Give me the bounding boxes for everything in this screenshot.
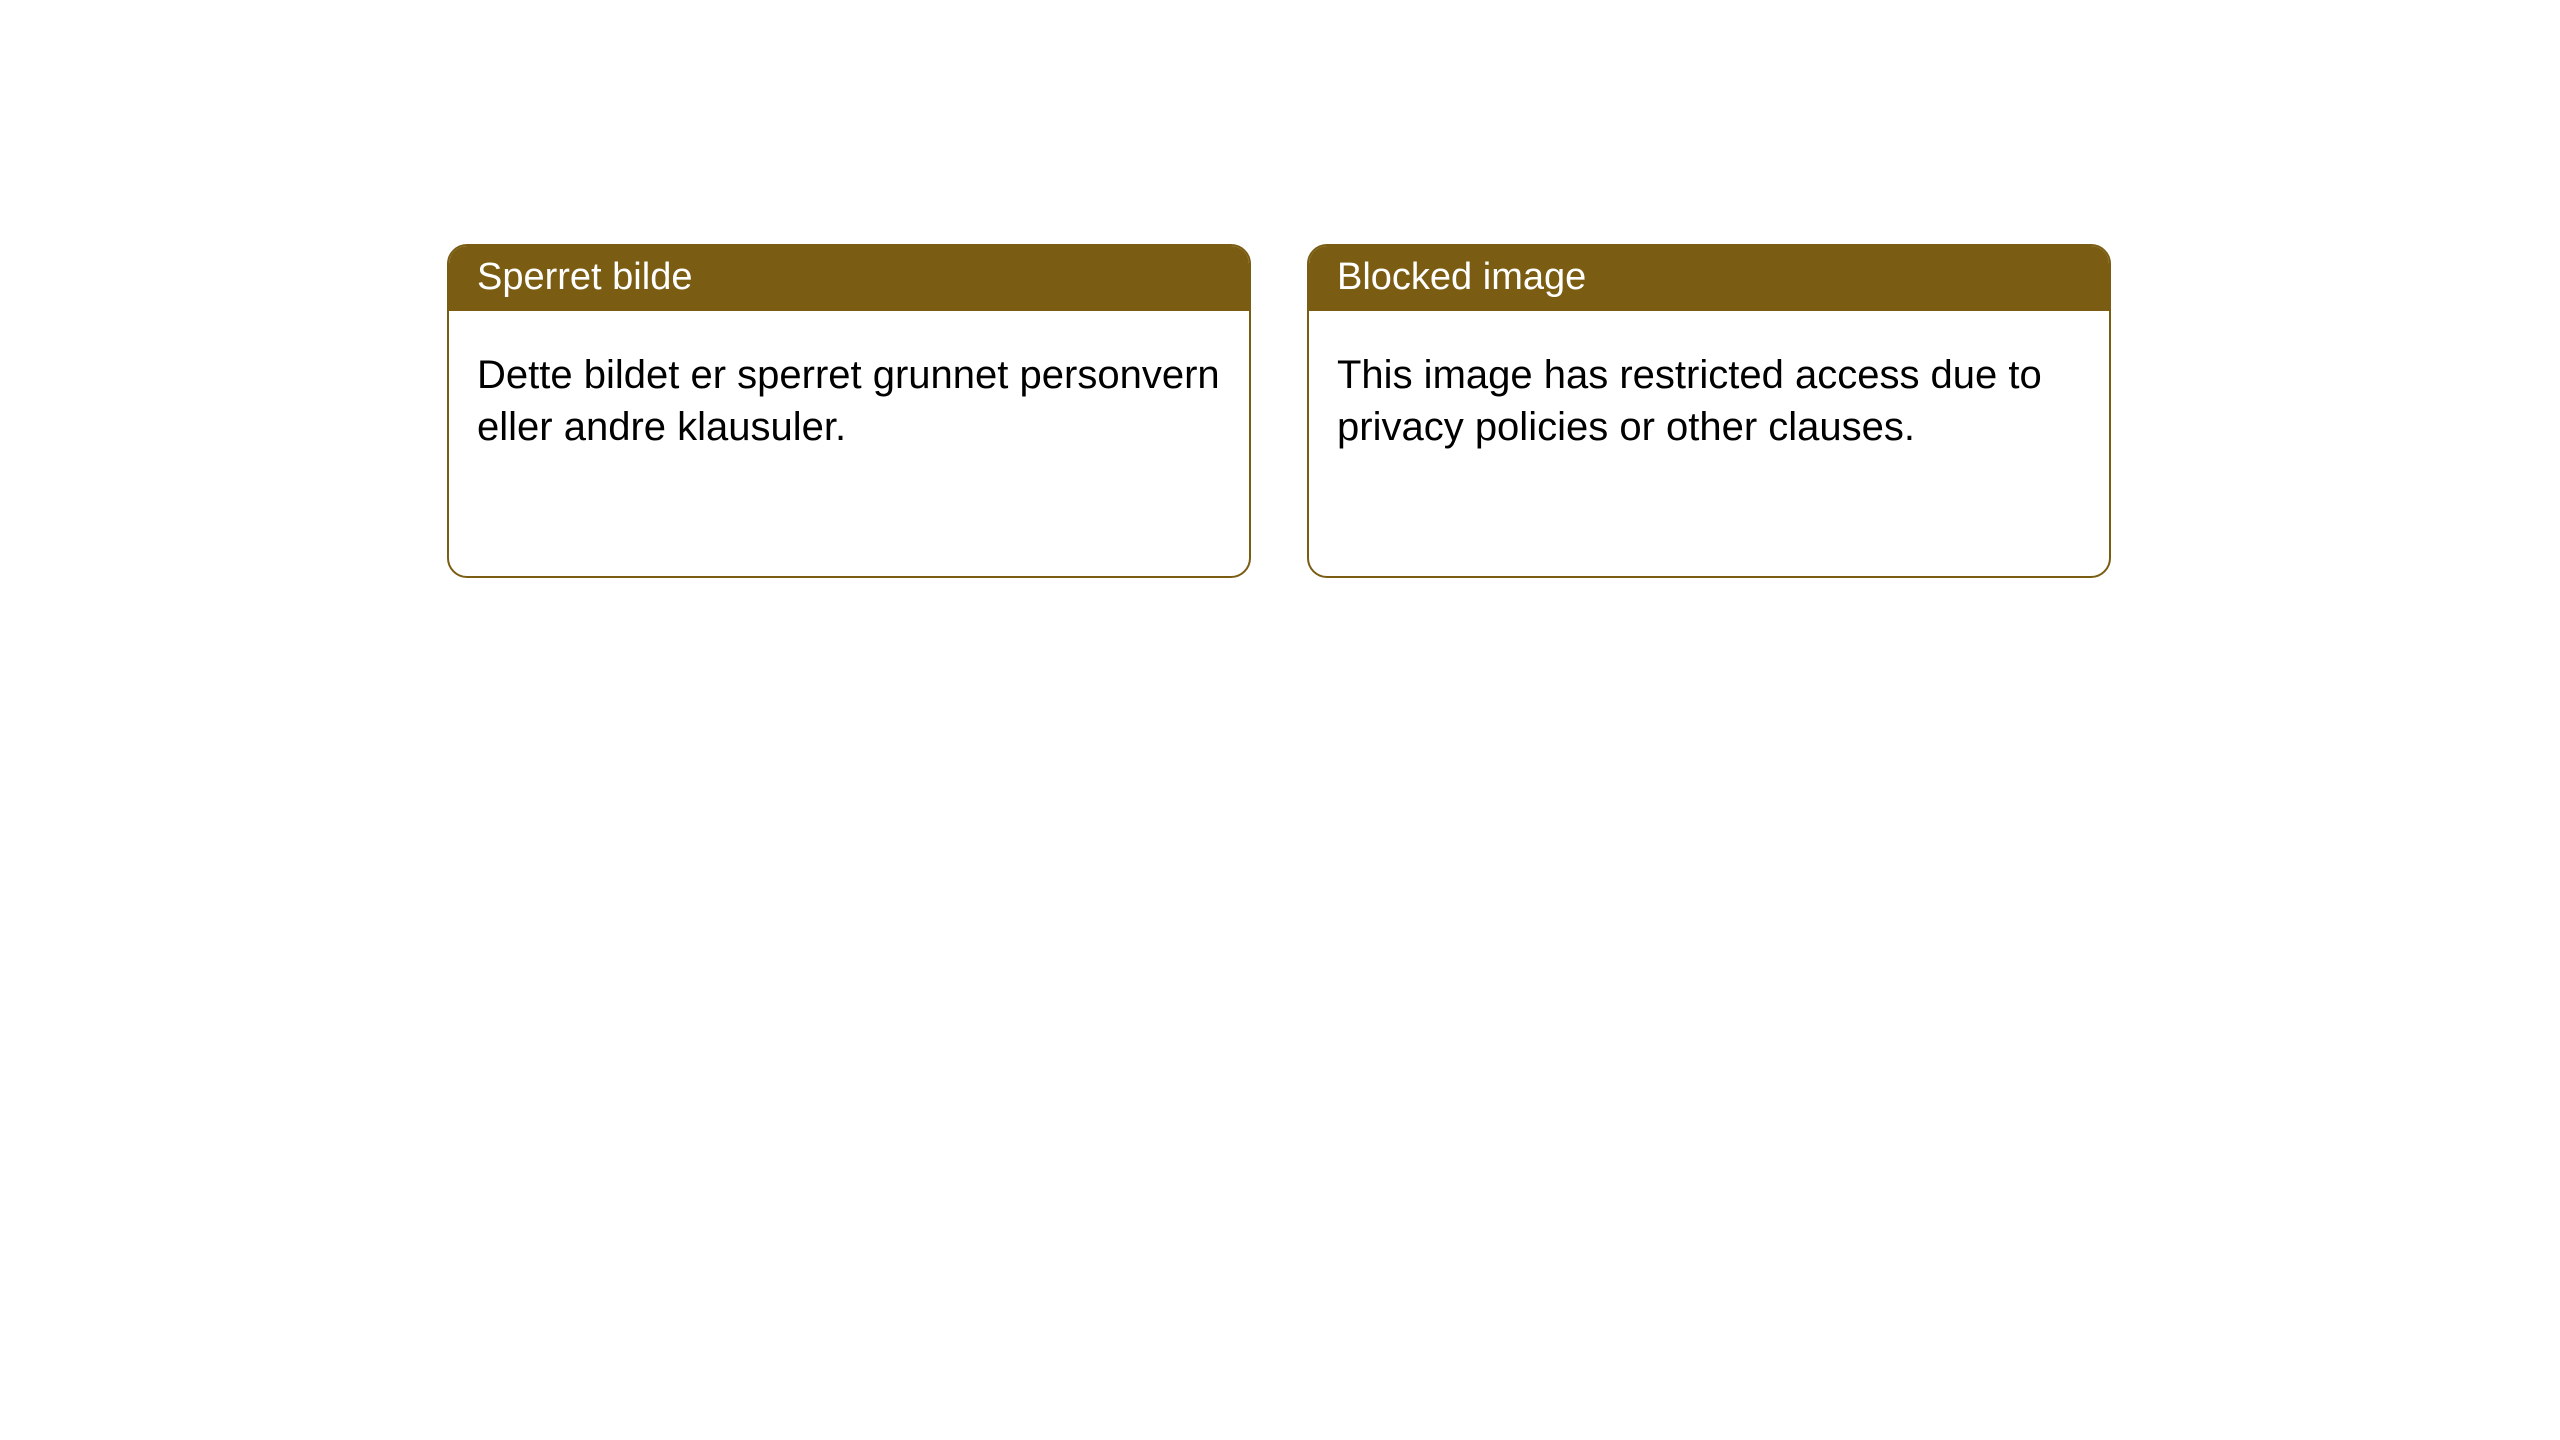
notice-container: Sperret bilde Dette bildet er sperret gr… (0, 0, 2560, 578)
card-header-en: Blocked image (1309, 246, 2109, 311)
card-header-no: Sperret bilde (449, 246, 1249, 311)
card-body-no: Dette bildet er sperret grunnet personve… (449, 311, 1249, 491)
blocked-image-card-en: Blocked image This image has restricted … (1307, 244, 2111, 578)
card-body-en: This image has restricted access due to … (1309, 311, 2109, 491)
blocked-image-card-no: Sperret bilde Dette bildet er sperret gr… (447, 244, 1251, 578)
